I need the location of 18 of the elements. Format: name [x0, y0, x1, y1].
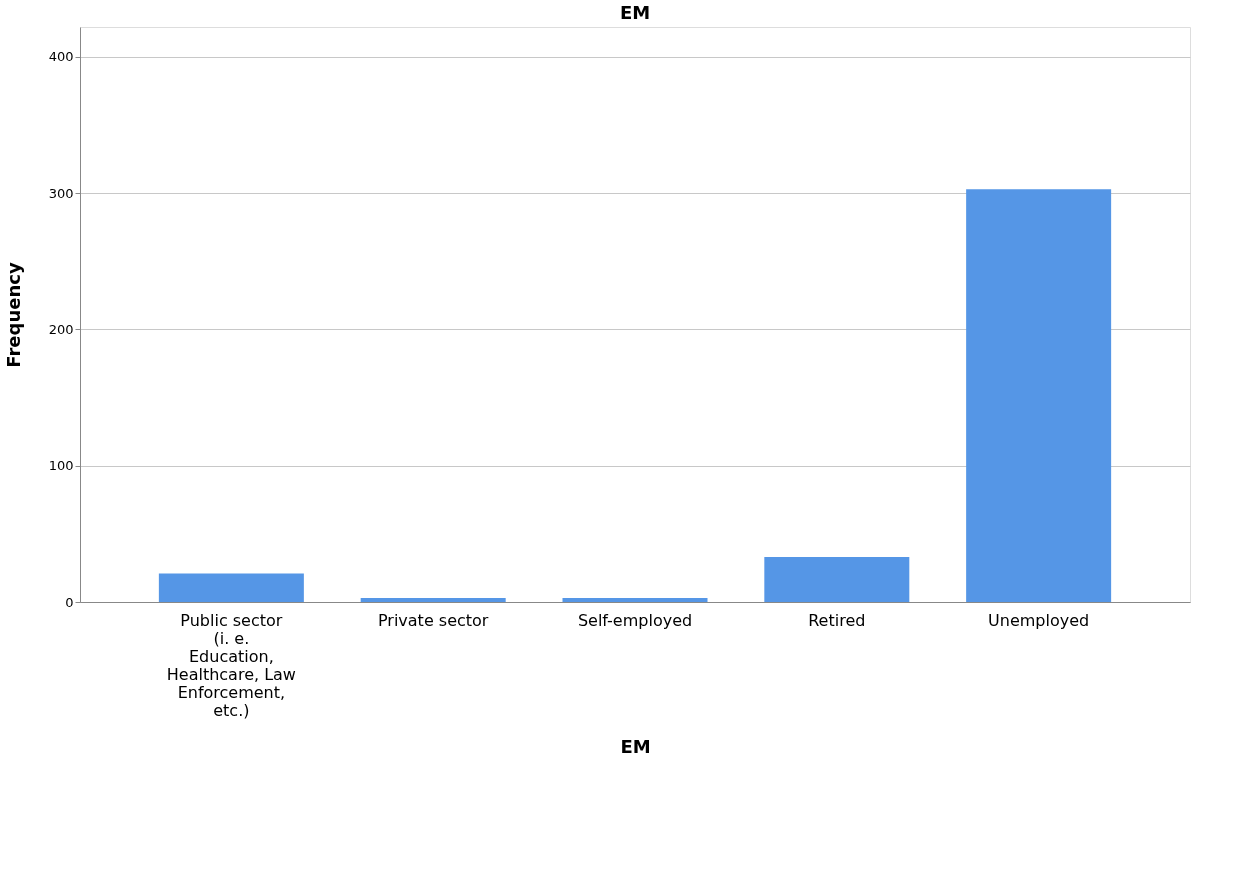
y-tick-label: 0 [65, 594, 74, 610]
x-tick-label: Retired [808, 610, 866, 630]
chart-title: EM [619, 2, 651, 23]
y-tick-label: 300 [48, 185, 74, 201]
bar [562, 597, 708, 602]
y-tick-label: 100 [48, 458, 74, 474]
bar [158, 573, 304, 602]
x-tick-label: Public sector (i. e. Education, Healthcare, Law Enforcement, etc.) [166, 610, 296, 720]
y-tick-label: 400 [48, 49, 74, 65]
bar [966, 189, 1112, 602]
x-tick-label: Unemployed [988, 610, 1090, 630]
bar [360, 597, 506, 602]
y-axis-title: Frequency [2, 262, 24, 368]
y-tick-label: 200 [48, 321, 74, 337]
x-axis-title: EM [620, 735, 651, 757]
x-tick-label: Private sector [377, 610, 489, 630]
bar [764, 557, 910, 602]
x-tick-label: Self-employed [577, 610, 693, 630]
